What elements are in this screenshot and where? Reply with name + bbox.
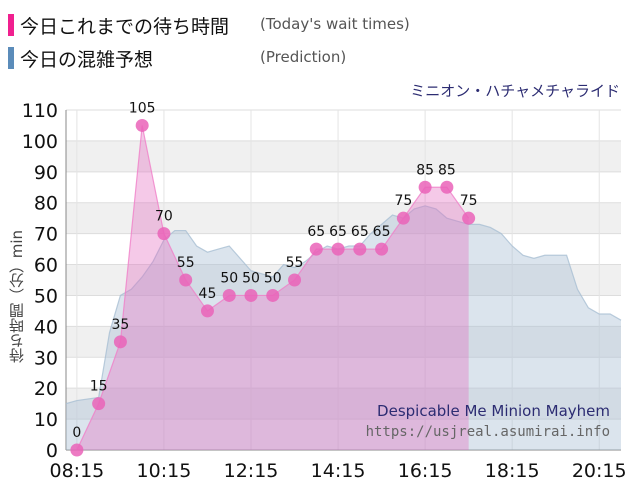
y-tick-label: 100 <box>22 131 58 153</box>
today-point <box>418 180 432 194</box>
data-label: 45 <box>199 286 217 302</box>
x-tick-label: 10:15 <box>137 460 192 482</box>
data-label: 75 <box>460 193 478 209</box>
data-label: 70 <box>155 209 173 225</box>
today-point <box>70 443 84 457</box>
legend-today-label: 今日これまでの待ち時間 <box>20 16 230 38</box>
prediction-series-area <box>66 205 621 450</box>
today-point <box>266 288 280 302</box>
today-point <box>353 242 367 256</box>
x-tick-label: 18:15 <box>485 460 540 482</box>
grid-band <box>66 264 621 296</box>
data-label: 105 <box>129 100 156 116</box>
today-point <box>331 242 345 256</box>
data-label: 65 <box>307 224 325 240</box>
grid-band <box>66 140 621 172</box>
watermark-url: https://usjreal.asumirai.info <box>365 424 610 440</box>
today-point <box>113 335 127 349</box>
data-label: 85 <box>416 162 434 178</box>
y-tick-label: 110 <box>22 100 58 122</box>
today-point <box>200 304 214 318</box>
y-tick-label: 30 <box>34 347 58 369</box>
data-label: 55 <box>286 255 304 271</box>
grid-band <box>66 171 621 203</box>
data-label: 65 <box>329 224 347 240</box>
grid-band <box>66 388 621 420</box>
data-label: 50 <box>264 270 282 286</box>
today-point <box>309 242 323 256</box>
watermark-title: Despicable Me Minion Mayhem <box>377 402 610 420</box>
today-point <box>244 288 258 302</box>
data-label: 85 <box>438 162 456 178</box>
today-point <box>375 242 389 256</box>
y-tick-label: 20 <box>34 378 58 400</box>
legend-today-sublabel: (Today's wait times) <box>260 15 410 33</box>
legend-prediction-label: 今日の混雑予想 <box>20 49 154 71</box>
today-point <box>396 211 410 225</box>
y-tick-label: 10 <box>34 409 58 431</box>
y-tick-label: 80 <box>34 193 58 215</box>
today-point <box>288 273 302 287</box>
x-tick-label: 16:15 <box>398 460 453 482</box>
y-tick-label: 70 <box>34 224 58 246</box>
data-label: 35 <box>111 317 129 333</box>
data-label: 75 <box>394 193 412 209</box>
today-point <box>157 227 171 241</box>
today-point <box>462 211 476 225</box>
legend-today-swatch <box>8 14 14 36</box>
chart-subtitle: ミニオン・ハチャメチャライド <box>410 82 620 100</box>
data-label: 55 <box>177 255 195 271</box>
today-point <box>92 397 106 411</box>
grid-band <box>66 326 621 358</box>
today-series-area <box>76 125 469 451</box>
data-label: 50 <box>220 270 238 286</box>
data-label: 65 <box>351 224 369 240</box>
grid-band <box>66 295 621 327</box>
today-point <box>440 180 454 194</box>
x-tick-label: 20:15 <box>572 460 627 482</box>
legend-prediction-swatch <box>8 47 14 69</box>
today-point <box>135 118 149 132</box>
data-label: 65 <box>373 224 391 240</box>
data-label: 0 <box>72 425 81 441</box>
grid-band <box>66 419 621 450</box>
x-tick-label: 12:15 <box>224 460 279 482</box>
y-tick-label: 50 <box>34 285 58 307</box>
y-tick-label: 60 <box>34 255 58 277</box>
grid-band <box>66 357 621 389</box>
today-point <box>222 288 236 302</box>
today-point <box>179 273 193 287</box>
grid-band <box>66 110 621 141</box>
y-tick-label: 0 <box>46 440 58 462</box>
x-tick-label: 14:15 <box>311 460 366 482</box>
data-label: 15 <box>90 379 108 395</box>
legend-prediction-sublabel: (Prediction) <box>260 48 347 66</box>
x-tick-label: 08:15 <box>49 460 104 482</box>
y-tick-label: 90 <box>34 162 58 184</box>
data-label: 50 <box>242 270 260 286</box>
y-tick-label: 40 <box>34 316 58 338</box>
